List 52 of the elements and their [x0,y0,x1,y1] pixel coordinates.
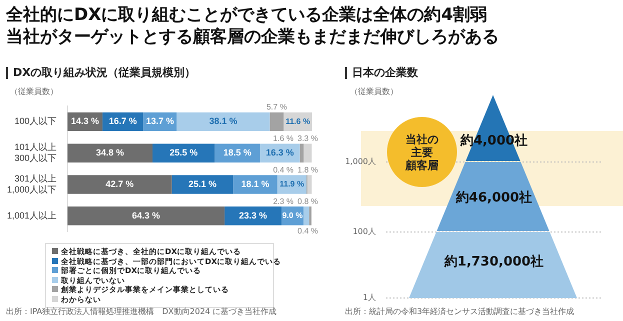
data-label: 14.3 % [70,116,99,126]
data-label: 42.7 % [106,178,134,189]
data-label: 18.1 % [241,178,270,189]
text: （従業員数） [350,86,398,97]
data-label: 11.9 % [280,180,304,189]
bar [172,175,234,194]
data-label: 34.8 % [96,148,124,158]
data-label: 2.3 % [273,196,294,206]
data-label: 1.8 % [298,165,318,174]
bar [68,144,153,162]
category-label: 約46,000社 [454,189,532,206]
data-label: 23.3 % [239,210,268,220]
data-label: 64.3 % [132,210,160,220]
data-label: 16.3 % [266,148,294,158]
data-label: 5.7 % [266,102,287,112]
text: 100人 [352,227,376,236]
data-label: 16.7 % [108,116,137,126]
data-label: 3.3 % [297,134,318,143]
data-label: 1.6 % [273,134,294,143]
data-label: 0.4 % [298,226,318,236]
y-tick-label: 100人以下 [14,116,57,126]
text: 1人 [362,293,376,302]
bar [68,175,172,194]
data-label: 0.8 % [298,196,318,206]
data-label: 25.5 % [170,148,198,158]
data-label: 9.0 % [282,211,303,220]
text: 日本の企業数 [345,66,418,79]
bar [176,112,270,132]
text: 全社的にDXに取り組むことができている企業は全体の約4割弱 [6,4,488,26]
y-tick-label: 301人以上 1,000人以下 [6,174,57,194]
data-label: 0.4 % [273,165,294,174]
data-label: 38.1 % [209,116,238,126]
text: 1,000人 [345,157,376,166]
bar [307,175,312,194]
bar [68,206,225,226]
bar [304,144,312,162]
bar [233,175,278,194]
bar [270,112,284,132]
data-label: 11.6 % [286,116,310,126]
bar [152,144,215,162]
bar [303,206,310,226]
text: 当社がターゲットとする顧客層の企業もまだまだ伸びしろがある [6,26,499,48]
category-label: 約1,730,000社 [443,253,544,270]
data-label: 25.1 % [188,178,216,189]
chart-title: DXの取り組み状況（従業員規模別） [6,66,196,79]
y-axis-title: （従業員数） [10,86,58,97]
text: 出所：IPA独立行政法人情報処理推進機構 DX動向2024 に基づき当社作成 [6,306,277,317]
text: 出所：統計局の令和3年経済センサス活動調査に基づき当社作成 [345,306,574,317]
y-tick-label: 1,001人以上 [6,210,57,220]
data-label: 18.5 % [223,148,252,158]
data-label: 13.7 % [146,116,174,126]
y-tick-label: 101人以上 300人以下 [14,142,57,163]
